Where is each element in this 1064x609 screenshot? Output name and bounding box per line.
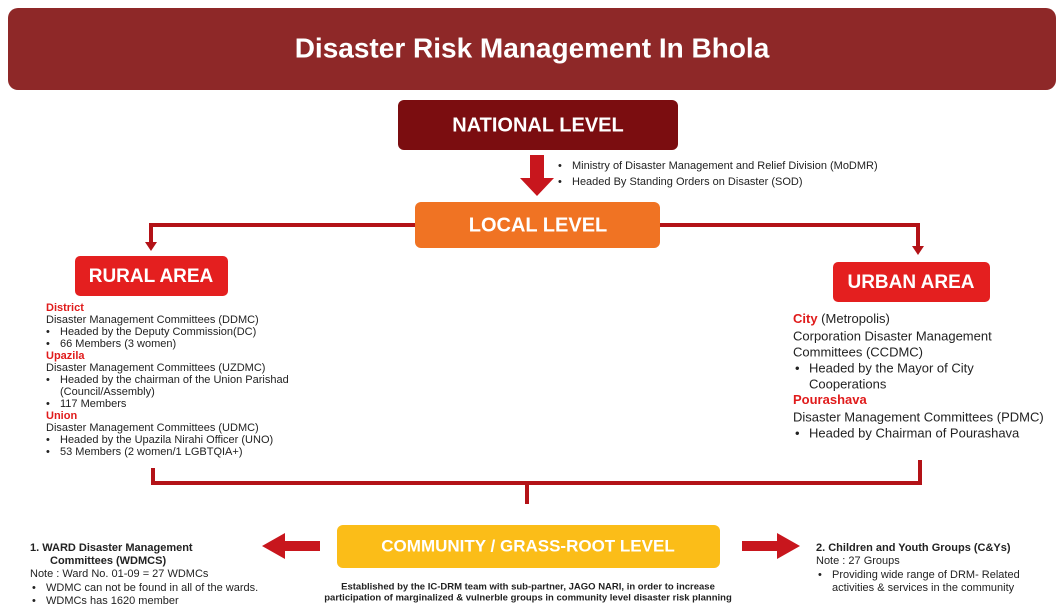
down-arrow [520, 155, 554, 196]
right-arrow [742, 533, 800, 559]
group-note: Note : Ward No. 01-09 = 27 WDMCs [30, 568, 209, 580]
bullet: • [46, 374, 50, 386]
youth-details: 2. Children and Youth Groups (C&Ys)Note … [816, 542, 1020, 594]
national-box [398, 100, 678, 150]
bullet: • [818, 569, 822, 581]
community-label: COMMUNITY / GRASS-ROOT LEVEL [381, 536, 674, 555]
group-title: Committees (WDMCS) [50, 555, 166, 567]
bullet-text: Cooperations [809, 376, 887, 391]
heading: Pourashava [793, 392, 867, 407]
local-box [415, 202, 660, 248]
description: participation of marginalized & vulnerbl… [324, 593, 732, 604]
urban-label: URBAN AREA [847, 272, 974, 293]
note: Headed By Standing Orders on Disaster (S… [572, 176, 803, 188]
rural-box [75, 256, 228, 296]
bullet: • [558, 176, 562, 188]
bullet-text: Headed by the Deputy Commission(DC) [60, 326, 256, 338]
local-label: LOCAL LEVEL [469, 214, 608, 236]
bullet: • [46, 434, 50, 446]
group-title: 2. Children and Youth Groups (C&Ys) [816, 542, 1011, 554]
section-heading: City (Metropolis) [793, 311, 890, 326]
committee: Committees (CCDMC) [793, 344, 923, 359]
bullet: • [795, 425, 800, 440]
bullet: • [46, 338, 50, 350]
group-title: 1. WARD Disaster Management [30, 542, 193, 554]
bullet-text: 66 Members (3 women) [60, 338, 176, 350]
bullet-text: Providing wide range of DRM- Related [832, 569, 1020, 581]
heading-note: (Metropolis) [818, 311, 890, 326]
committee: Disaster Management Committees (UDMC) [46, 422, 259, 434]
bullet-text: Headed by the Upazila Nirahi Officer (UN… [60, 434, 273, 446]
connector [149, 223, 415, 244]
bullet-text: activities & services in the community [832, 582, 1015, 594]
bullet-text: WDMCs has 1620 member [46, 595, 179, 607]
bullet: • [46, 398, 50, 410]
title-banner [8, 8, 1056, 90]
bullet: • [46, 326, 50, 338]
bullet-text: 53 Members (2 women/1 LGBTQIA+) [60, 446, 242, 458]
bullet-text: (Council/Assembly) [60, 386, 155, 398]
bullet: • [558, 160, 562, 172]
urban-box [833, 262, 990, 302]
bracket [151, 460, 922, 504]
bullet: • [32, 582, 36, 594]
section-heading: Union [46, 410, 77, 422]
committee: Disaster Management Committees (DDMC) [46, 314, 259, 326]
section-heading: District [46, 302, 84, 314]
bullet: • [32, 595, 36, 607]
national-notes: • Ministry of Disaster Management and Re… [558, 160, 878, 188]
description: Established by the IC-DRM team with sub-… [341, 582, 715, 593]
bullet-text: Headed by the chairman of the Union Pari… [60, 374, 289, 386]
bullet-text: WDMC can not be found in all of the ward… [46, 582, 258, 594]
committee: Disaster Management Committees (UZDMC) [46, 362, 265, 374]
bullet-text: Headed by Chairman of Pourashava [809, 425, 1020, 440]
bullet: • [46, 446, 50, 458]
national-label: NATIONAL LEVEL [452, 114, 623, 136]
title: Disaster Risk Management In Bhola [295, 32, 770, 63]
note: Ministry of Disaster Management and Reli… [572, 160, 878, 172]
community-box [337, 525, 720, 568]
rural-label: RURAL AREA [89, 266, 214, 287]
bullet-text: Headed by the Mayor of City [809, 360, 974, 375]
committee: Disaster Management Committees (PDMC) [793, 409, 1044, 424]
section-heading: Pourashava [793, 392, 867, 407]
committee: Corporation Disaster Management [793, 328, 992, 343]
bullet-text: 117 Members [60, 398, 127, 410]
group-note: Note : 27 Groups [816, 555, 900, 567]
urban-details: City (Metropolis) Corporation Disaster Ma… [793, 311, 1044, 440]
connector [660, 223, 920, 248]
heading: City [793, 311, 818, 326]
left-arrow [262, 533, 320, 559]
bullet: • [795, 360, 800, 375]
section-heading: Upazila [46, 350, 85, 362]
